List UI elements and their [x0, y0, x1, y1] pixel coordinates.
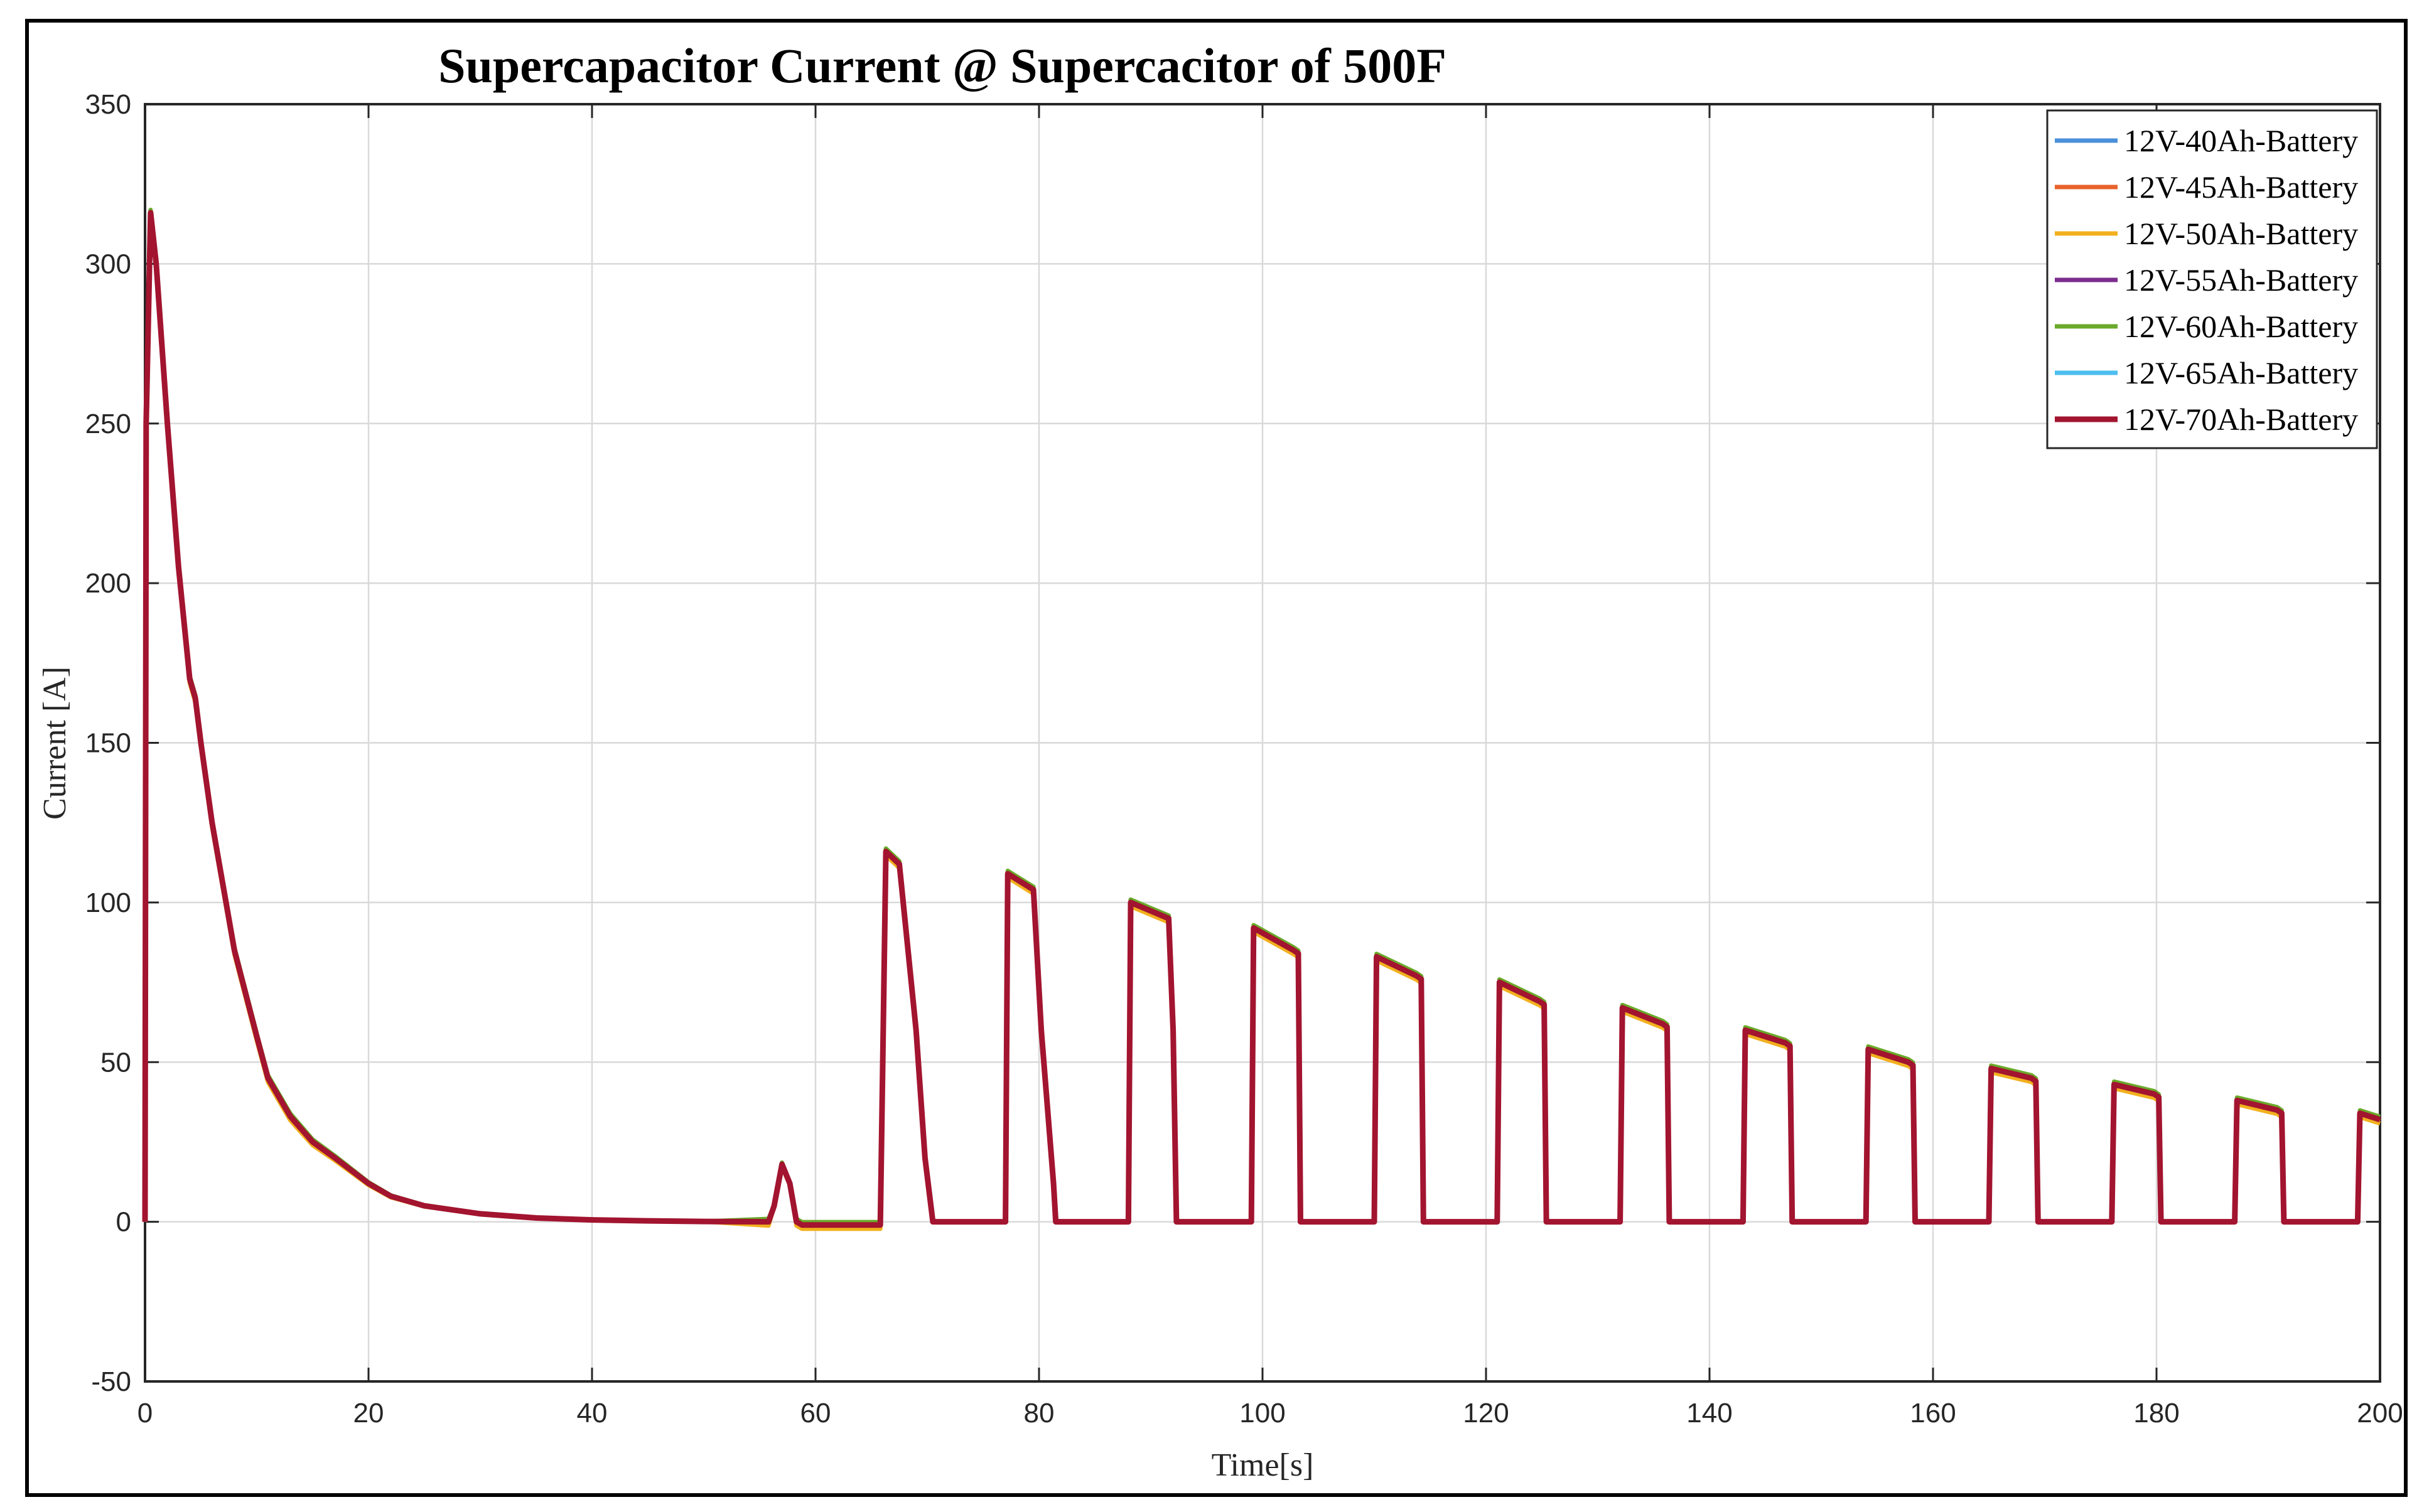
x-tick-label: 180: [2133, 1398, 2179, 1429]
y-tick-label: 200: [85, 568, 131, 599]
grid: [144, 103, 2381, 1383]
x-tick-label: 160: [1910, 1398, 1956, 1429]
y-axis-ticks: -50 0 50 100 150 200 250 300 350: [85, 89, 2380, 1397]
legend-label: 12V-70Ah-Battery: [2124, 402, 2358, 437]
legend-label: 12V-40Ah-Battery: [2124, 123, 2358, 158]
x-tick-label: 140: [1686, 1398, 1732, 1429]
x-tick-label: 20: [353, 1398, 384, 1429]
x-axis-ticks: 0 20 40 60 80 100 120 140 160 180 200: [137, 104, 2403, 1429]
legend: 12V-40Ah-Battery 12V-45Ah-Battery 12V-50Ah…: [2046, 109, 2378, 449]
legend-label: 12V-45Ah-Battery: [2124, 169, 2358, 205]
x-axis-label: Time[s]: [1212, 1447, 1314, 1483]
x-tick-label: 100: [1239, 1398, 1285, 1429]
y-tick-label: 300: [85, 249, 131, 279]
y-tick-label: 0: [116, 1207, 131, 1238]
x-tick-label: 120: [1463, 1398, 1509, 1429]
y-tick-label: 350: [85, 89, 131, 120]
y-tick-label: 150: [85, 728, 131, 759]
legend-label: 12V-50Ah-Battery: [2124, 216, 2358, 251]
x-tick-label: 60: [800, 1398, 831, 1429]
x-tick-label: 200: [2357, 1398, 2403, 1429]
y-tick-label: 100: [85, 887, 131, 918]
y-axis-label: Current [A]: [37, 667, 73, 820]
x-tick-label: 0: [137, 1398, 153, 1429]
line-chart: Supercapacitor Current @ Supercacitor of…: [37, 38, 2403, 1483]
chart-frame: Supercapacitor Current @ Supercacitor of…: [25, 19, 2408, 1497]
y-tick-label: 250: [85, 409, 131, 439]
series-lines: [142, 207, 2381, 1231]
x-tick-label: 80: [1024, 1398, 1055, 1429]
y-tick-label: -50: [91, 1366, 131, 1397]
legend-label: 12V-60Ah-Battery: [2124, 309, 2358, 344]
legend-label: 12V-55Ah-Battery: [2124, 262, 2358, 298]
series-line: [142, 210, 2381, 1228]
legend-label: 12V-65Ah-Battery: [2124, 355, 2358, 390]
x-tick-label: 40: [577, 1398, 608, 1429]
y-tick-label: 50: [100, 1047, 131, 1078]
chart-title: Supercapacitor Current @ Supercacitor of…: [438, 38, 1446, 93]
